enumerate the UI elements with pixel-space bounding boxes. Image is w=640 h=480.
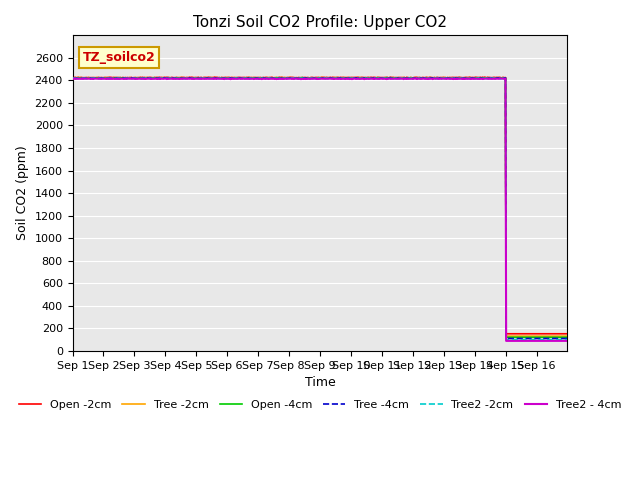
Y-axis label: Soil CO2 (ppm): Soil CO2 (ppm) [16, 146, 29, 240]
Title: Tonzi Soil CO2 Profile: Upper CO2: Tonzi Soil CO2 Profile: Upper CO2 [193, 15, 447, 30]
X-axis label: Time: Time [305, 376, 335, 389]
Legend: Open -2cm, Tree -2cm, Open -4cm, Tree -4cm, Tree2 -2cm, Tree2 - 4cm: Open -2cm, Tree -2cm, Open -4cm, Tree -4… [15, 396, 625, 415]
Text: TZ_soilco2: TZ_soilco2 [83, 51, 156, 64]
